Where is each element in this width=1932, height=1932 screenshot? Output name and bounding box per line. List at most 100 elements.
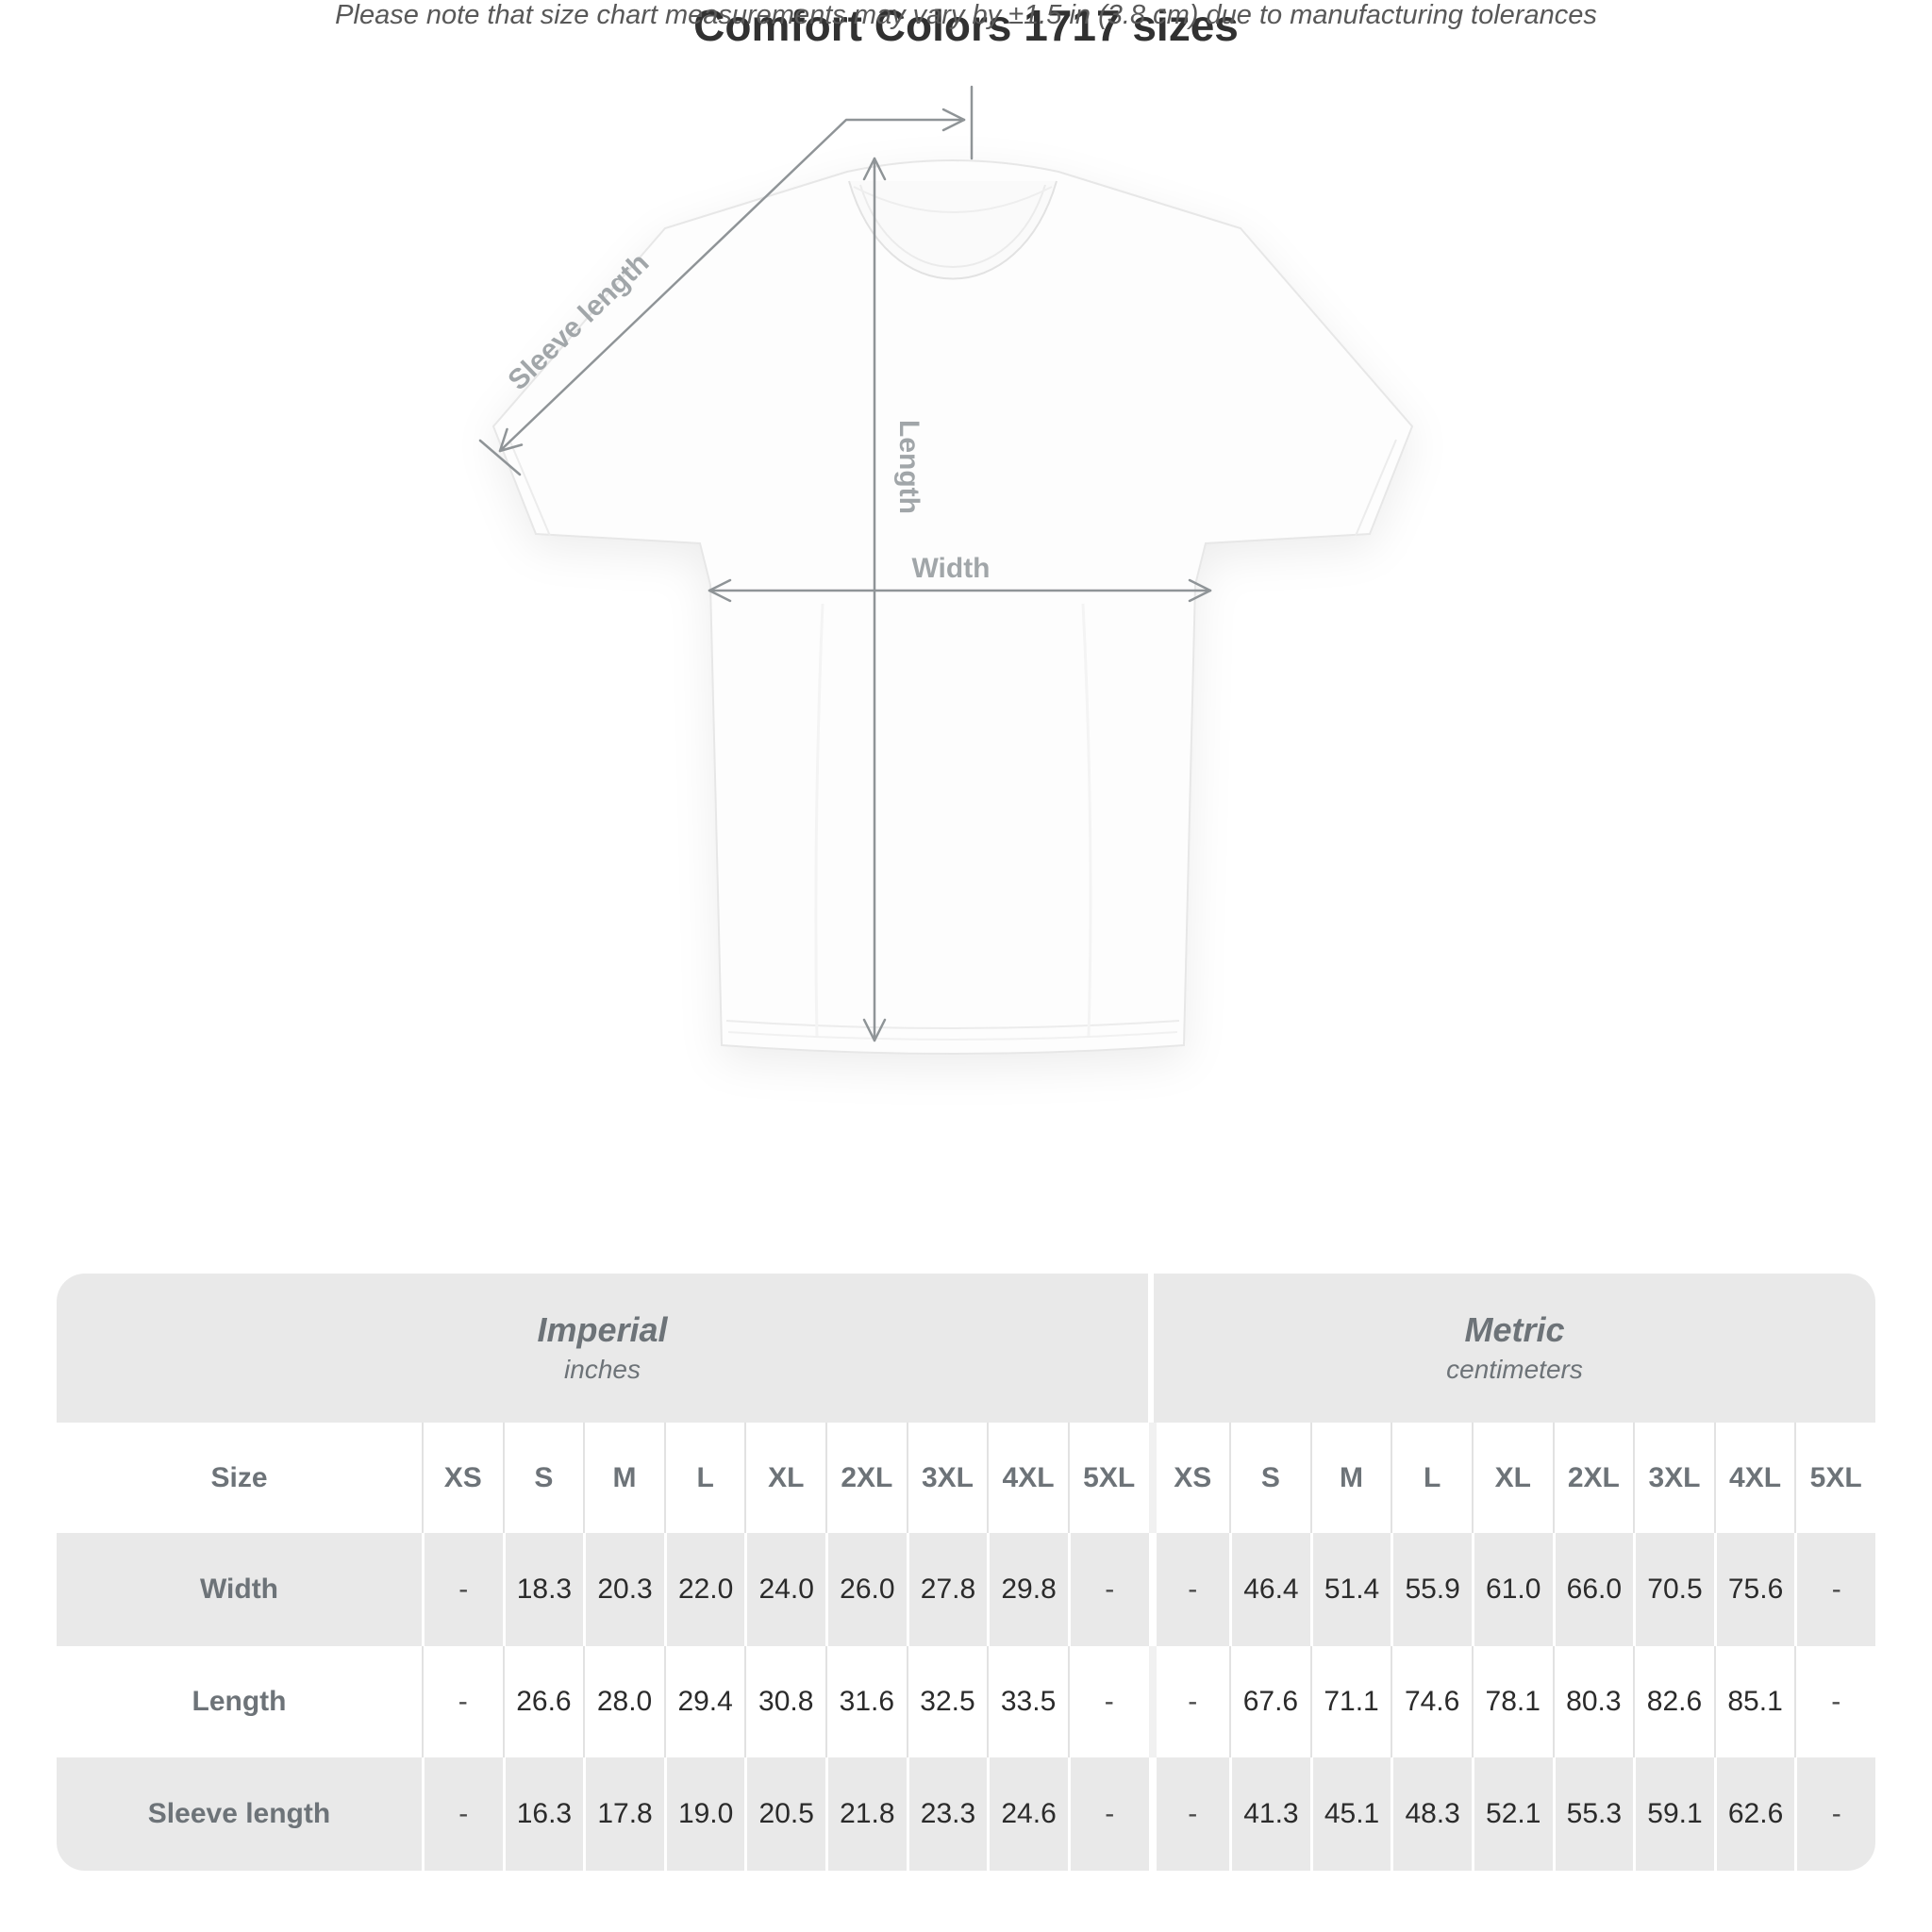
- length-dimension: Length: [862, 157, 924, 1042]
- sleeve-end-tick: [478, 439, 522, 476]
- cell-width-in-xl: 24.0: [744, 1533, 825, 1646]
- units-band: Imperial inches Metric centimeters: [57, 1274, 1875, 1423]
- cell-length-in-2xl: 31.6: [825, 1646, 907, 1757]
- row-label-length: Length: [192, 1686, 287, 1717]
- cell-width-cm-5xl: -: [1794, 1533, 1875, 1646]
- size-header-in-2xl: 2XL: [825, 1423, 907, 1533]
- size-header-cm-m: M: [1309, 1423, 1391, 1533]
- cell-sleeve-length-cm-xs: -: [1148, 1757, 1230, 1871]
- size-header-cm-4xl: 4XL: [1713, 1423, 1795, 1533]
- arrowhead-sleeve-end: [498, 427, 524, 453]
- unit-imperial-name: Imperial: [537, 1310, 668, 1349]
- cell-width-in-4xl: 29.8: [987, 1533, 1068, 1646]
- tolerance-note: Please note that size chart measurements…: [335, 0, 1597, 30]
- sleeve-length-label: Sleeve length: [502, 247, 655, 396]
- size-header-in-l: L: [663, 1423, 745, 1533]
- length-label: Length: [893, 420, 924, 514]
- cell-sleeve-length-in-5xl: -: [1067, 1757, 1149, 1871]
- width-label: Width: [911, 553, 990, 584]
- row-label-sleeve-length: Sleeve length: [147, 1798, 331, 1829]
- size-header-cm-xs: XS: [1148, 1423, 1230, 1533]
- page-title: Comfort Colors 1717 sizes: [693, 1, 1239, 50]
- arrowhead-width-left: [708, 578, 732, 603]
- size-header-cm-l: L: [1391, 1423, 1472, 1533]
- cell-width-in-5xl: -: [1067, 1533, 1149, 1646]
- size-header-row: Size XS S M L XL 2XL 3XL 4XL 5XL XS S M L XL 2XL 3XL 4XL…: [57, 1423, 1875, 1533]
- arrowhead-width-right: [1188, 578, 1212, 603]
- width-dimension: Width: [708, 553, 1212, 603]
- cell-length-cm-xs: -: [1148, 1646, 1230, 1757]
- cell-length-cm-2xl: 80.3: [1552, 1646, 1634, 1757]
- size-header-cm-3xl: 3XL: [1633, 1423, 1714, 1533]
- cell-width-cm-2xl: 66.0: [1552, 1533, 1634, 1646]
- cell-sleeve-length-in-3xl: 23.3: [906, 1757, 988, 1871]
- size-header-in-m: M: [583, 1423, 664, 1533]
- cell-width-cm-xs: -: [1148, 1533, 1230, 1646]
- cell-length-in-m: 28.0: [583, 1646, 664, 1757]
- unit-group-imperial: Imperial inches: [57, 1274, 1148, 1423]
- cell-sleeve-length-in-xs: -: [422, 1757, 503, 1871]
- cell-sleeve-length-cm-4xl: 62.6: [1713, 1757, 1795, 1871]
- table-row-width: Width -18.3 20.3 22.0 24.0 26.0 27.8 29.8- -46.4…: [57, 1533, 1875, 1646]
- cell-width-cm-xl: 61.0: [1471, 1533, 1553, 1646]
- unit-imperial-sub: inches: [564, 1355, 641, 1384]
- cell-sleeve-length-cm-2xl: 55.3: [1552, 1757, 1634, 1871]
- cell-length-cm-l: 74.6: [1391, 1646, 1472, 1757]
- unit-group-metric: Metric centimeters: [1148, 1274, 1875, 1423]
- cell-sleeve-length-in-2xl: 21.8: [825, 1757, 907, 1871]
- size-table: Imperial inches Metric centimeters Size …: [57, 1274, 1875, 1871]
- arrowhead-length-top: [862, 157, 887, 181]
- size-header-cm-2xl: 2XL: [1552, 1423, 1634, 1533]
- cell-sleeve-length-cm-s: 41.3: [1229, 1757, 1310, 1871]
- size-column-header: Size: [210, 1461, 268, 1493]
- cell-sleeve-length-in-m: 17.8: [583, 1757, 664, 1871]
- size-header-in-s: S: [502, 1423, 584, 1533]
- cell-width-in-s: 18.3: [502, 1533, 584, 1646]
- cell-length-in-3xl: 32.5: [906, 1646, 988, 1757]
- table-row-sleeve-length: Sleeve length -16.3 17.8 19.0 20.5 21.8 23.3 24…: [57, 1757, 1875, 1871]
- size-header-in-5xl: 5XL: [1067, 1423, 1149, 1533]
- cell-sleeve-length-cm-m: 45.1: [1309, 1757, 1391, 1871]
- size-header-in-3xl: 3XL: [906, 1423, 988, 1533]
- cell-length-cm-s: 67.6: [1229, 1646, 1310, 1757]
- sleeve-length-dimension: Sleeve length: [478, 85, 974, 476]
- size-header-cm-xl: XL: [1471, 1423, 1553, 1533]
- row-label-width: Width: [199, 1574, 279, 1605]
- cell-sleeve-length-in-s: 16.3: [502, 1757, 584, 1871]
- cell-sleeve-length-cm-5xl: -: [1794, 1757, 1875, 1871]
- unit-metric-sub: centimeters: [1446, 1355, 1583, 1384]
- size-header-in-4xl: 4XL: [987, 1423, 1068, 1533]
- size-header-cm-5xl: 5XL: [1794, 1423, 1875, 1533]
- cell-width-cm-4xl: 75.6: [1713, 1533, 1795, 1646]
- cell-width-cm-l: 55.9: [1391, 1533, 1472, 1646]
- cell-length-cm-3xl: 82.6: [1633, 1646, 1714, 1757]
- size-header-cm-s: S: [1229, 1423, 1310, 1533]
- cell-width-in-2xl: 26.0: [825, 1533, 907, 1646]
- cell-sleeve-length-cm-3xl: 59.1: [1633, 1757, 1714, 1871]
- cell-width-cm-3xl: 70.5: [1633, 1533, 1714, 1646]
- cell-sleeve-length-in-l: 19.0: [663, 1757, 745, 1871]
- cell-length-in-xl: 30.8: [744, 1646, 825, 1757]
- cell-sleeve-length-cm-xl: 52.1: [1471, 1757, 1553, 1871]
- unit-metric-name: Metric: [1464, 1310, 1565, 1349]
- cell-width-cm-s: 46.4: [1229, 1533, 1310, 1646]
- cell-length-in-s: 26.6: [502, 1646, 584, 1757]
- cell-width-in-l: 22.0: [663, 1533, 745, 1646]
- tshirt-illustration: [491, 159, 1414, 1055]
- size-header-in-xs: XS: [422, 1423, 503, 1533]
- cell-width-in-xs: -: [422, 1533, 503, 1646]
- cell-length-in-l: 29.4: [663, 1646, 745, 1757]
- cell-length-in-5xl: -: [1067, 1646, 1149, 1757]
- size-header-in-xl: XL: [744, 1423, 825, 1533]
- table-body: Width -18.3 20.3 22.0 24.0 26.0 27.8 29.8- -46.4…: [57, 1533, 1875, 1871]
- cell-length-cm-4xl: 85.1: [1713, 1646, 1795, 1757]
- cell-length-cm-5xl: -: [1794, 1646, 1875, 1757]
- cell-width-in-m: 20.3: [583, 1533, 664, 1646]
- table-row-length: Length -26.6 28.0 29.4 30.8 31.6 32.5 33.5- -67.…: [57, 1646, 1875, 1757]
- cell-length-in-4xl: 33.5: [987, 1646, 1068, 1757]
- cell-sleeve-length-in-4xl: 24.6: [987, 1757, 1068, 1871]
- cell-width-in-3xl: 27.8: [906, 1533, 988, 1646]
- arrowhead-collar-end: [941, 108, 966, 132]
- tshirt-measurement-diagram: Sleeve length Length Width: [478, 85, 1414, 1055]
